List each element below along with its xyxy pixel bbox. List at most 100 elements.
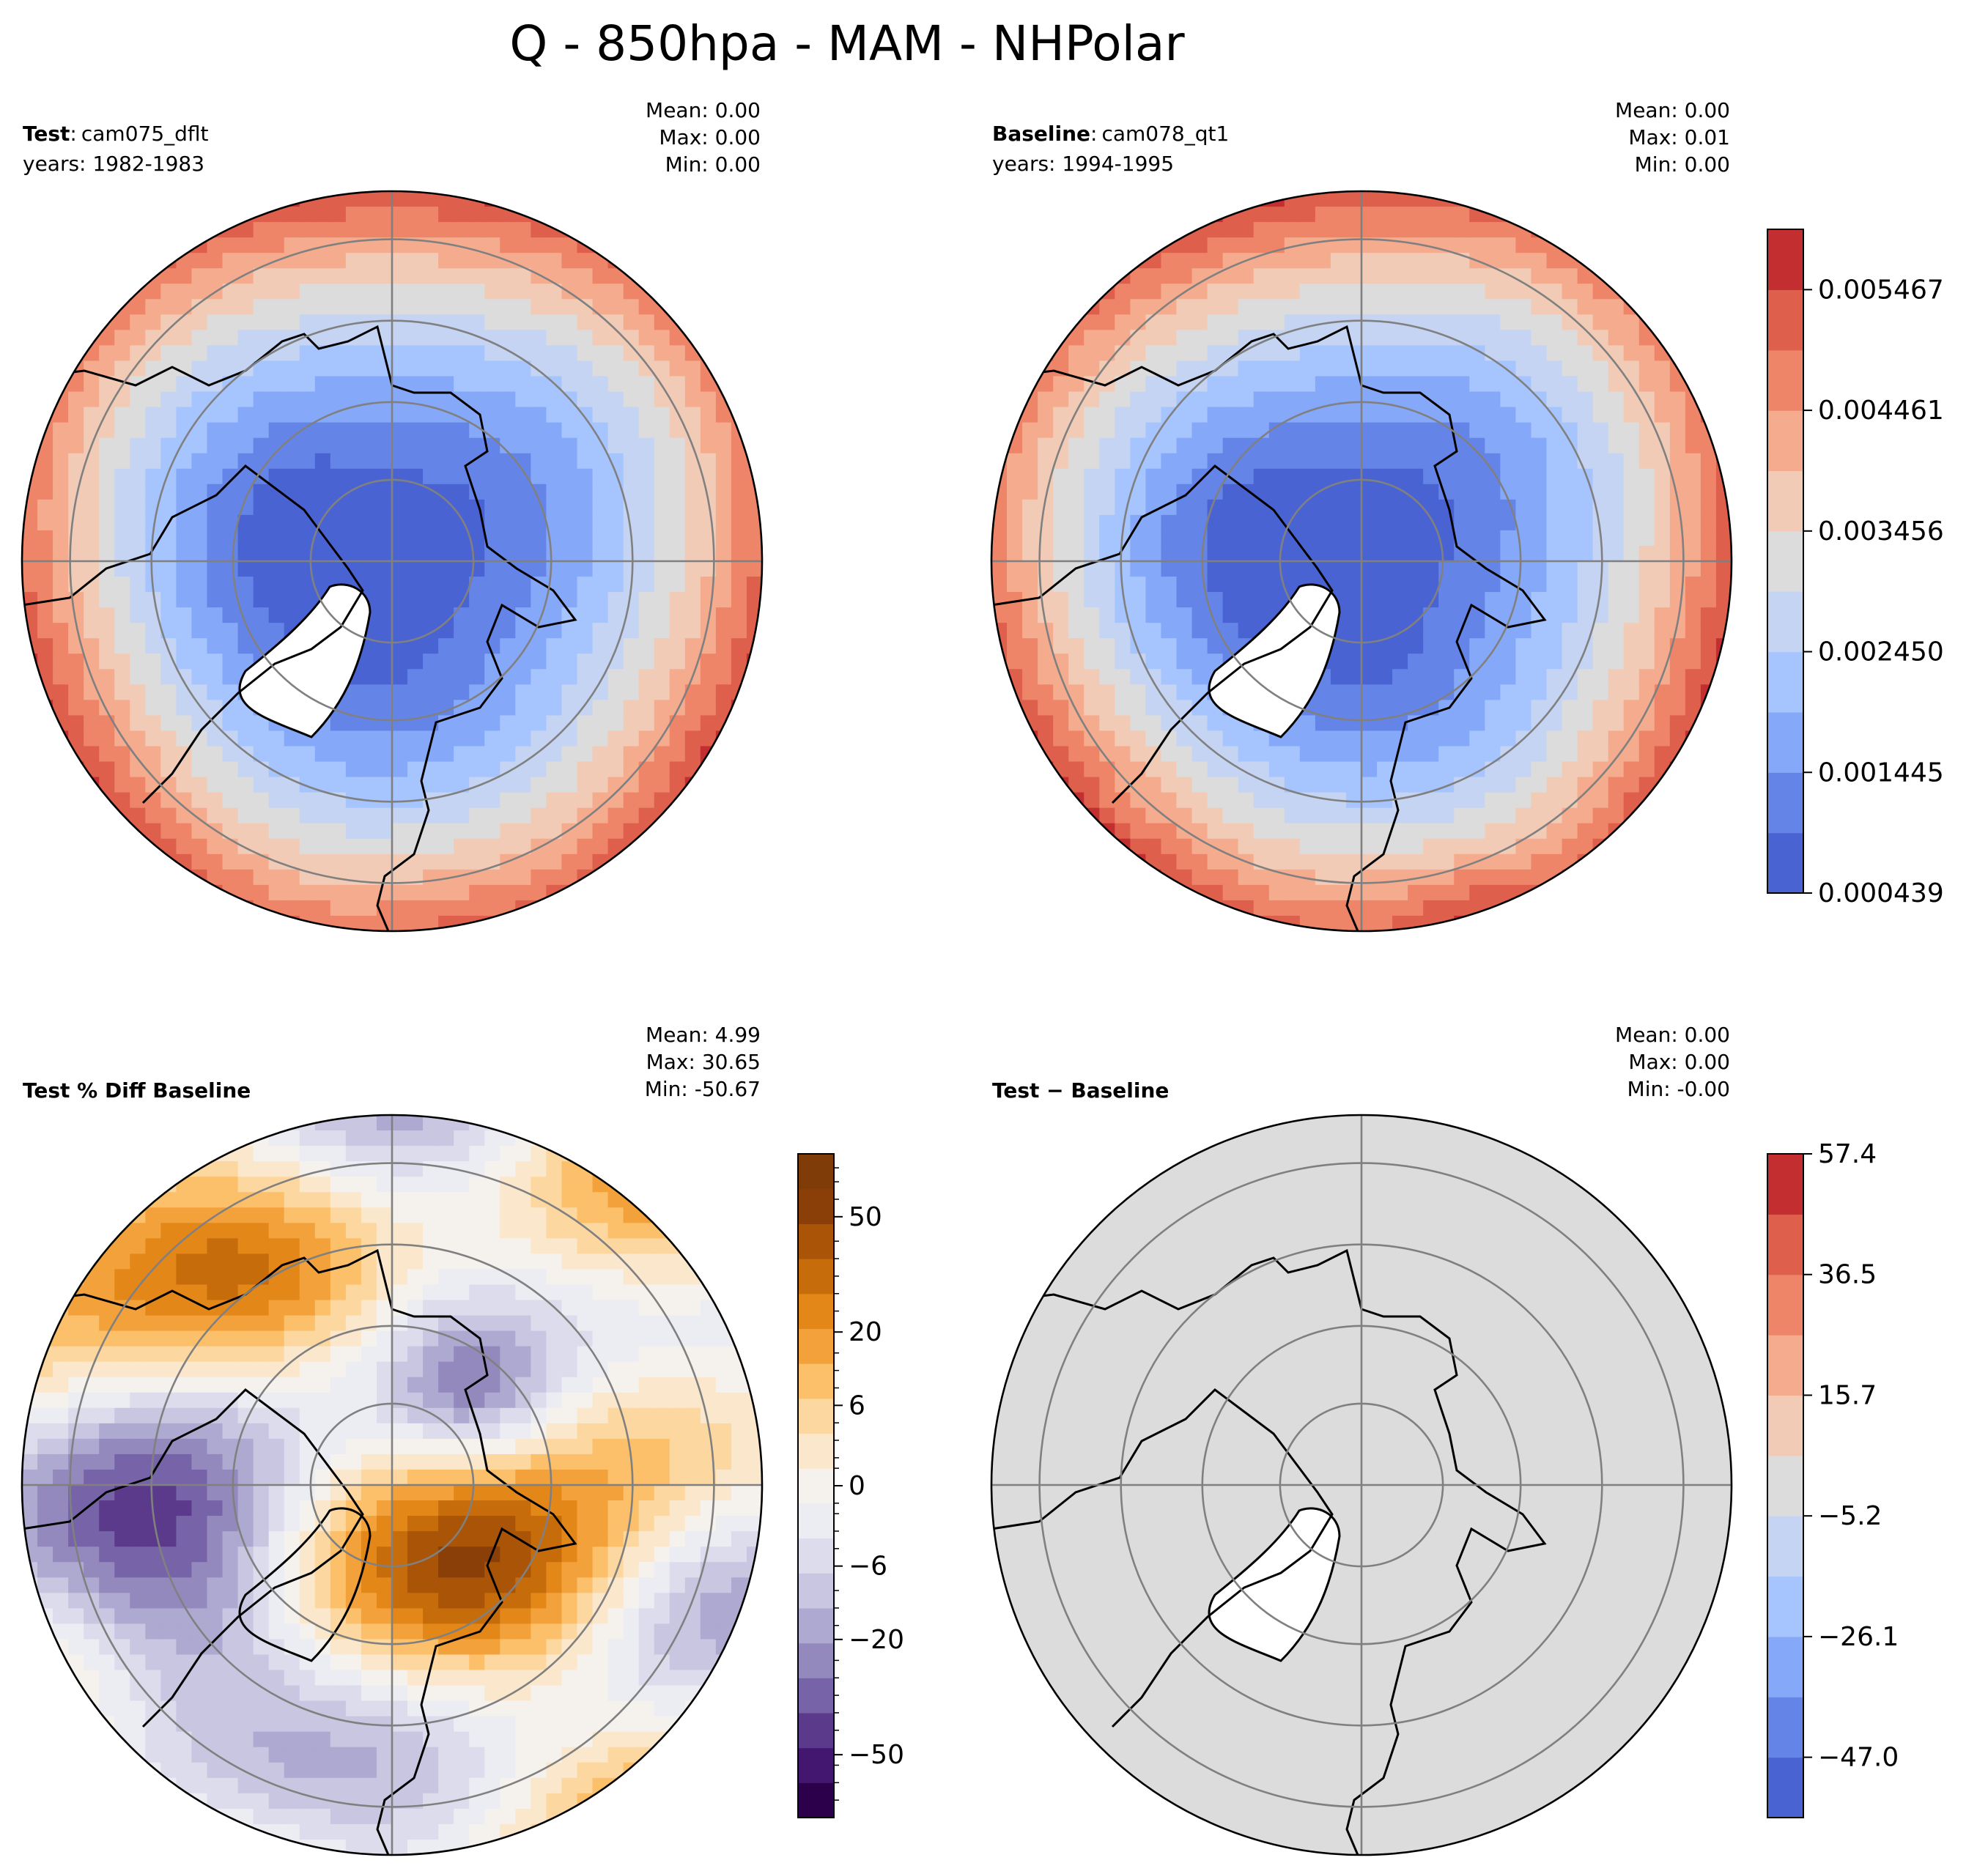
- field-cell: [1408, 545, 1424, 562]
- field-cell: [237, 1577, 254, 1594]
- field-cell: [1562, 530, 1578, 547]
- field-cell: [176, 1377, 193, 1393]
- field-cell: [114, 514, 131, 531]
- field-cell: [592, 577, 609, 593]
- field-cell: [237, 207, 254, 223]
- field-cell: [1515, 869, 1532, 886]
- field-cell: [191, 1177, 208, 1193]
- field-cell: [1454, 807, 1471, 824]
- field-cell: [669, 299, 686, 316]
- field-cell: [607, 468, 624, 485]
- field-cell: [145, 1747, 162, 1763]
- field-cell: [253, 1300, 270, 1316]
- field-cell: [1577, 777, 1594, 793]
- field-cell: [1408, 468, 1424, 485]
- field-cell: [268, 1700, 285, 1717]
- field-cell: [376, 1238, 393, 1255]
- field-cell: [284, 237, 300, 253]
- field-cell: [1654, 638, 1671, 655]
- field-cell: [1115, 715, 1131, 732]
- field-cell: [222, 1777, 239, 1794]
- field-cell: [53, 1453, 69, 1470]
- field-cell: [160, 530, 177, 547]
- field-cell: [207, 268, 223, 285]
- field-cell: [345, 1839, 362, 1855]
- field-cell: [191, 1654, 208, 1671]
- field-cell: [176, 1238, 193, 1255]
- field-cell: [1238, 884, 1254, 901]
- field-cell: [1161, 669, 1178, 686]
- field-cell: [130, 1531, 147, 1547]
- field-cell: [607, 730, 624, 747]
- field-cell: [454, 900, 470, 916]
- field-cell: [145, 1485, 162, 1501]
- field-cell: [1577, 669, 1594, 686]
- field-cell: [1330, 222, 1347, 238]
- field-cell: [22, 1453, 38, 1470]
- field-cell: [638, 530, 655, 547]
- field-cell: [237, 345, 254, 362]
- field-cell: [1038, 407, 1054, 423]
- field-cell: [237, 1392, 254, 1409]
- field-cell: [376, 1192, 393, 1209]
- field-cell: [37, 514, 53, 531]
- field-cell: [1408, 777, 1424, 793]
- field-cell: [469, 761, 486, 778]
- field-cell: [345, 1808, 362, 1825]
- field-cell: [1115, 453, 1131, 470]
- field-cell: [1562, 514, 1578, 531]
- field-cell: [176, 777, 193, 793]
- field-cell: [237, 1716, 254, 1733]
- field-cell: [1345, 407, 1362, 423]
- field-cell: [268, 1808, 285, 1825]
- field-cell: [130, 468, 147, 485]
- field-cell: [1161, 792, 1178, 809]
- field-cell: [1007, 484, 1023, 500]
- field-cell: [253, 530, 270, 547]
- field-cell: [330, 1438, 347, 1455]
- field-cell: [1408, 253, 1424, 270]
- field-cell: [715, 623, 732, 640]
- field-cell: [1531, 838, 1548, 855]
- field-cell: [669, 545, 686, 562]
- field-cell: [130, 1608, 147, 1625]
- field-cell: [237, 1562, 254, 1579]
- field-cell: [253, 638, 270, 655]
- field-cell: [1377, 638, 1393, 655]
- field-cell: [1222, 530, 1239, 547]
- field-cell: [84, 607, 100, 623]
- field-cell: [1345, 777, 1362, 793]
- field-cell: [1222, 453, 1239, 470]
- field-cell: [176, 1562, 193, 1579]
- field-cell: [376, 1315, 393, 1332]
- field-cell: [1685, 684, 1701, 701]
- field-cell: [1115, 345, 1131, 362]
- field-cell: [1515, 345, 1532, 362]
- field-cell: [1577, 499, 1594, 516]
- field-cell: [37, 1531, 53, 1547]
- field-cell: [546, 284, 563, 300]
- field-cell: [561, 853, 578, 870]
- field-cell: [237, 1516, 254, 1532]
- field-cell: [654, 638, 670, 655]
- field-cell: [407, 376, 424, 393]
- field-cell: [1485, 823, 1501, 840]
- field-cell: [1161, 853, 1178, 870]
- field-cell: [160, 268, 177, 285]
- field-cell: [345, 530, 362, 547]
- field-cell: [1685, 700, 1701, 716]
- field-cell: [1022, 638, 1038, 655]
- field-cell: [392, 792, 408, 809]
- field-cell: [1669, 684, 1686, 701]
- field-cell: [1623, 284, 1640, 300]
- field-cell: [546, 422, 563, 439]
- field-cell: [1361, 453, 1378, 470]
- field-cell: [284, 1654, 300, 1671]
- field-cell: [145, 514, 162, 531]
- field-cell: [222, 592, 239, 608]
- field-cell: [1515, 499, 1532, 516]
- field-cell: [438, 777, 454, 793]
- field-cell: [284, 577, 300, 593]
- field-cell: [1007, 453, 1023, 470]
- field-cell: [1685, 653, 1701, 670]
